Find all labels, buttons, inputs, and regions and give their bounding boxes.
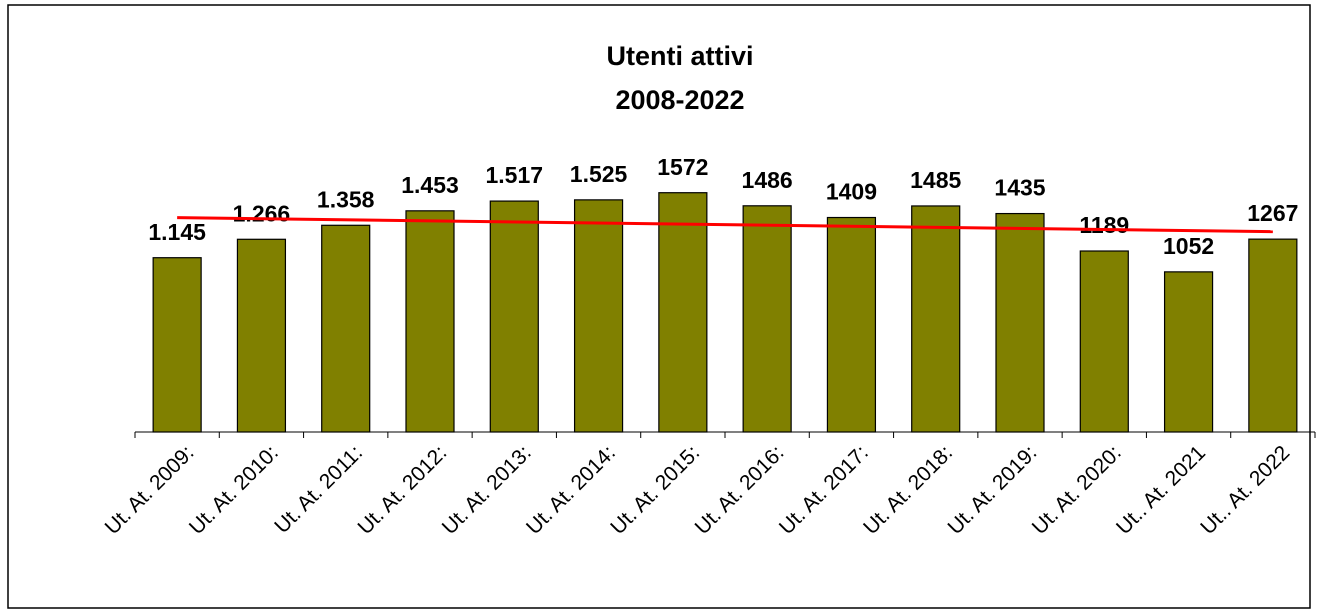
value-label: 1.525 <box>570 161 628 187</box>
bar <box>236 238 287 433</box>
bar <box>573 199 624 433</box>
value-label: 1572 <box>657 154 708 180</box>
bar <box>152 257 202 433</box>
value-label: 1485 <box>910 167 961 193</box>
value-label: 1052 <box>1163 233 1214 259</box>
bar <box>826 216 877 433</box>
value-label: 1435 <box>994 175 1045 201</box>
bar <box>1163 271 1214 433</box>
value-label: 1.358 <box>317 186 375 212</box>
bar <box>742 205 792 433</box>
value-label: 1.145 <box>148 219 206 245</box>
chart-subtitle: 2008-2022 <box>615 85 744 115</box>
value-label: 1.266 <box>233 200 291 226</box>
chart-title: Utenti attivi <box>606 41 753 71</box>
bar <box>911 205 961 433</box>
bar <box>489 200 539 433</box>
bar <box>1079 250 1129 433</box>
value-label: 1.517 <box>486 162 544 188</box>
bar <box>1248 238 1298 433</box>
bar <box>321 224 371 433</box>
value-label: 1409 <box>826 179 877 205</box>
trend-line <box>177 216 1273 234</box>
bar <box>405 210 455 433</box>
value-label: 1.453 <box>401 172 459 198</box>
value-label: 1189 <box>1079 212 1129 238</box>
value-label: 1486 <box>742 167 793 193</box>
value-label: 1267 <box>1247 200 1298 226</box>
bar <box>658 192 708 433</box>
bar <box>995 212 1045 433</box>
